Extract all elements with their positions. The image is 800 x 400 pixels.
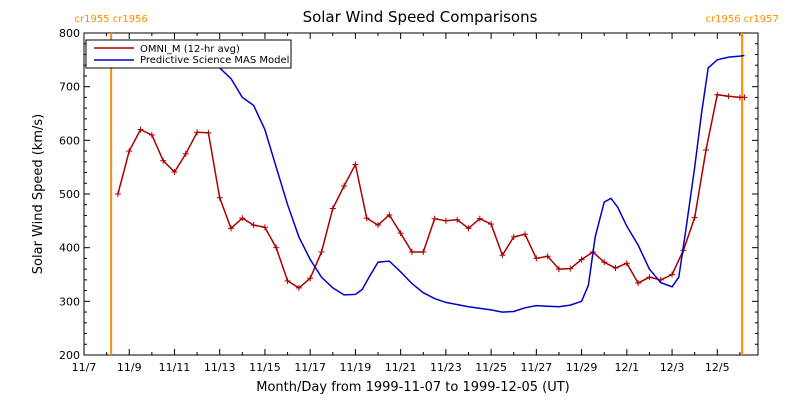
x-tick-label: 11/9 xyxy=(117,361,142,374)
data-point xyxy=(329,205,336,212)
data-point xyxy=(273,244,280,251)
data-point xyxy=(567,265,574,272)
carrington-markers: cr1955 cr1956 cr1956 cr1957 xyxy=(74,14,779,355)
data-point xyxy=(420,248,427,255)
data-point xyxy=(137,126,144,133)
x-tick-label: 11/25 xyxy=(475,361,507,374)
data-point xyxy=(295,284,302,291)
y-tick-label: 400 xyxy=(59,242,80,255)
data-point xyxy=(216,194,223,201)
data-point xyxy=(182,150,189,157)
data-point xyxy=(499,252,506,259)
data-point xyxy=(261,224,268,231)
data-point xyxy=(612,265,619,272)
y-axis-ticks: 200 300 400 500 600 700 800 xyxy=(59,27,758,362)
carrington-label: cr1956 cr1957 xyxy=(706,14,779,25)
x-axis-ticks: 11/7 11/9 11/11 11/13 11/15 11/17 11/19 11/21 11… xyxy=(72,33,741,374)
data-point xyxy=(318,248,325,255)
y-tick-label: 200 xyxy=(59,349,80,362)
data-point xyxy=(408,248,415,255)
data-point xyxy=(341,182,348,189)
data-point xyxy=(194,129,201,136)
data-point xyxy=(375,222,382,229)
data-point xyxy=(148,131,155,138)
data-point xyxy=(454,216,461,223)
data-point xyxy=(522,231,529,238)
data-point xyxy=(646,274,653,281)
data-point xyxy=(442,217,449,224)
data-point xyxy=(386,211,393,218)
y-tick-label: 300 xyxy=(59,295,80,308)
data-point xyxy=(702,146,709,153)
data-point xyxy=(284,277,291,284)
y-tick-label: 500 xyxy=(59,188,80,201)
x-tick-label: 11/23 xyxy=(430,361,462,374)
y-tick-label: 700 xyxy=(59,81,80,94)
legend-label-mas: Predictive Science MAS Model xyxy=(140,55,289,66)
legend-label-omni: OMNI_M (12-hr avg) xyxy=(140,44,240,55)
x-tick-label: 11/11 xyxy=(159,361,191,374)
x-tick-label: 11/17 xyxy=(294,361,326,374)
data-point xyxy=(725,93,732,100)
data-point xyxy=(205,129,212,136)
data-point xyxy=(601,259,608,266)
x-tick-label: 11/19 xyxy=(340,361,372,374)
data-point xyxy=(544,253,551,260)
data-point xyxy=(228,225,235,232)
x-tick-label: 11/13 xyxy=(204,361,236,374)
data-point xyxy=(397,230,404,237)
data-point xyxy=(126,148,133,155)
data-point xyxy=(533,255,540,262)
data-point xyxy=(555,266,562,273)
data-point xyxy=(691,214,698,221)
series-line-0 xyxy=(117,93,745,289)
data-point xyxy=(465,225,472,232)
y-tick-label: 600 xyxy=(59,134,80,147)
data-point xyxy=(476,215,483,222)
legend-box xyxy=(85,39,292,69)
data-point xyxy=(171,168,178,175)
x-tick-label: 11/7 xyxy=(72,361,97,374)
y-axis-label: Solar Wind Speed (km/s) xyxy=(31,114,46,274)
data-point xyxy=(488,221,495,228)
chart-title: Solar Wind Speed Comparisons xyxy=(303,8,538,26)
data-point xyxy=(669,271,676,278)
x-tick-label: 12/1 xyxy=(614,361,639,374)
data-point xyxy=(510,233,517,240)
data-point xyxy=(307,275,314,282)
plot-frame xyxy=(83,32,759,356)
x-tick-label: 11/29 xyxy=(566,361,598,374)
data-point xyxy=(741,94,748,101)
data-point xyxy=(714,91,721,98)
x-axis-label: Month/Day from 1999-11-07 to 1999-12-05 … xyxy=(256,380,569,395)
y-tick-label: 800 xyxy=(59,27,80,40)
x-tick-label: 11/27 xyxy=(520,361,552,374)
data-point xyxy=(160,157,167,164)
x-tick-label: 11/15 xyxy=(249,361,281,374)
x-tick-label: 12/5 xyxy=(705,361,730,374)
data-point xyxy=(635,280,642,287)
data-point xyxy=(250,222,257,229)
x-tick-label: 11/21 xyxy=(385,361,417,374)
series-layer xyxy=(97,53,748,313)
data-point xyxy=(114,191,121,197)
series-line-1 xyxy=(97,53,745,313)
x-tick-label: 12/3 xyxy=(660,361,685,374)
data-point xyxy=(363,215,370,222)
legend: OMNI_M (12-hr avg) Predictive Science MA… xyxy=(85,39,292,69)
data-point xyxy=(578,256,585,263)
data-point xyxy=(431,215,438,222)
carrington-label: cr1955 cr1956 xyxy=(74,14,147,25)
data-point xyxy=(623,260,630,267)
data-point xyxy=(352,161,359,168)
data-point xyxy=(239,215,246,222)
